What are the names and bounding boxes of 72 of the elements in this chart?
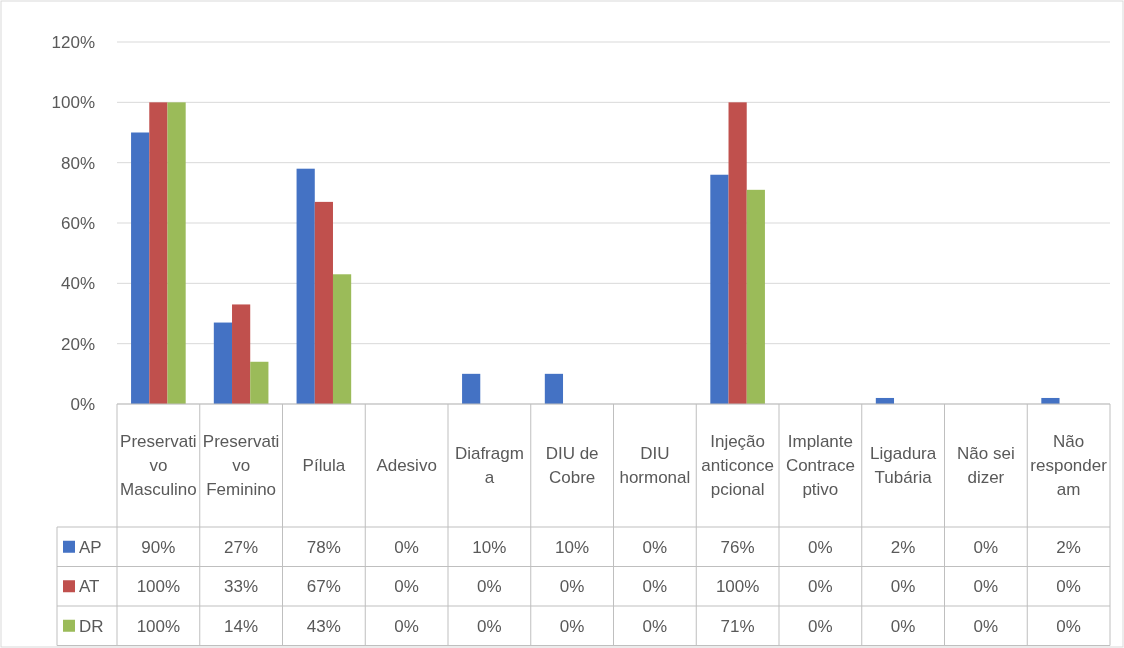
data-label: 90% [141, 537, 176, 557]
data-label: 0% [559, 616, 585, 636]
bar [131, 132, 150, 404]
x-tick-label: Adesivo [376, 456, 437, 476]
bar [149, 102, 168, 404]
x-tick-label: Preservativo Feminino [202, 432, 280, 500]
y-tick-label: 120% [51, 32, 95, 52]
data-label: 0% [973, 537, 999, 557]
data-label: 0% [973, 616, 999, 636]
data-label: 0% [477, 577, 502, 597]
data-label: 100% [715, 577, 760, 597]
x-tick-label: Pílula [302, 456, 346, 476]
data-label: 0% [973, 577, 999, 597]
legend-label: AT [79, 577, 100, 597]
x-tick-label: Não responderam [1030, 432, 1108, 500]
data-label: 0% [890, 577, 916, 597]
bar [213, 322, 233, 404]
data-label: 0% [808, 616, 833, 636]
bar [232, 304, 251, 404]
data-label: 0% [808, 577, 833, 597]
data-label: 100% [136, 577, 181, 597]
data-label: 2% [890, 537, 916, 557]
legend-label: AP [79, 537, 102, 557]
x-tick-label: Diafragma [454, 444, 524, 488]
x-tick-label: DIU de Cobre [545, 444, 599, 488]
y-tick-label: 80% [60, 153, 95, 173]
data-label: 67% [306, 577, 341, 597]
data-label: 27% [224, 537, 259, 557]
bar [462, 373, 481, 404]
bar [332, 274, 352, 404]
data-label: 10% [555, 537, 590, 557]
bar [296, 168, 315, 404]
bar [710, 174, 729, 404]
data-label: 2% [1056, 537, 1081, 557]
data-label: 14% [224, 616, 259, 636]
x-tick-label: DIU hormonal [619, 444, 691, 488]
data-label: 0% [642, 577, 668, 597]
data-label: 10% [472, 537, 507, 557]
y-tick-label: 0% [70, 394, 95, 414]
data-label: 0% [477, 616, 502, 636]
data-label: 0% [394, 537, 419, 557]
data-label: 0% [642, 537, 668, 557]
data-label: 0% [559, 577, 585, 597]
bar [728, 102, 747, 404]
bar [746, 189, 765, 404]
x-tick-label: Implante Contraceptivo [785, 432, 855, 500]
y-tick-label: 60% [60, 213, 95, 233]
data-label: 0% [394, 577, 419, 597]
data-label: 100% [136, 616, 181, 636]
data-label: 0% [1056, 577, 1081, 597]
data-label: 0% [642, 616, 668, 636]
data-label: 78% [306, 537, 341, 557]
data-label: 0% [1056, 616, 1081, 636]
data-label: 33% [224, 577, 259, 597]
y-tick-label: 20% [60, 334, 95, 354]
data-label: 76% [720, 537, 755, 557]
data-label: 0% [808, 537, 833, 557]
x-tick-label: Injeção anticoncepcional [701, 432, 775, 500]
data-label: 43% [306, 616, 341, 636]
x-tick-label: Não sei dizer [957, 444, 1015, 488]
y-tick-label: 40% [60, 274, 95, 294]
legend-label: DR [79, 616, 104, 636]
bar [167, 102, 186, 404]
data-label: 71% [720, 616, 755, 636]
x-tick-label: Preservativo Masculino [120, 432, 197, 500]
data-label: 0% [890, 616, 916, 636]
x-tick-label: Ligadura Tubária [870, 444, 937, 488]
data-label: 0% [394, 616, 419, 636]
bar [250, 361, 269, 404]
bar [314, 201, 333, 404]
bar [544, 373, 564, 404]
y-tick-label: 100% [51, 93, 95, 113]
